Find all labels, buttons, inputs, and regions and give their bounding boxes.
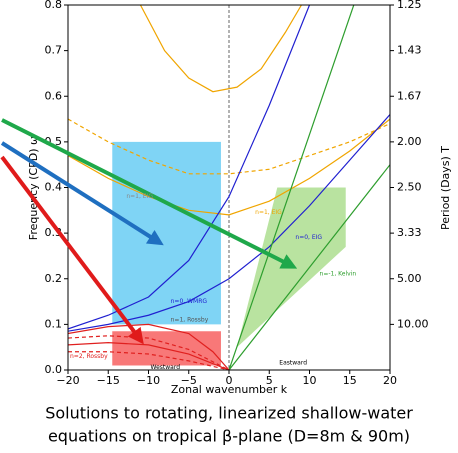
annotation: n=0, EIG (295, 234, 322, 241)
y2-tick-label: 2.00 (397, 135, 422, 148)
y-tick-label: 0.6 (45, 89, 63, 102)
annotation: n=-1, Kelvin (320, 271, 357, 278)
y-tick-label: 0.4 (45, 181, 63, 194)
x-tick-label: 0 (226, 374, 233, 387)
y-tick-label: 0.1 (45, 317, 63, 330)
series-line (68, 114, 390, 332)
x-tick-label: −5 (181, 374, 197, 387)
series-line (68, 351, 230, 370)
series-line (68, 342, 230, 370)
title-line: equations on tropical β-plane (D=8m & 90… (48, 427, 410, 446)
y2-tick-label: 5.00 (397, 272, 422, 285)
region (112, 141, 221, 325)
x-tick-label: −10 (137, 374, 160, 387)
arrow (0, 141, 164, 246)
x-tick-label: −20 (56, 374, 79, 387)
y-axis-label: Frequency (CPD) ω (27, 136, 40, 240)
x-tick-label: 5 (266, 374, 273, 387)
series-line (68, 335, 230, 370)
series-line (228, 164, 390, 370)
y2-tick-label: 1.43 (397, 44, 422, 57)
y2-tick-label: 1.67 (397, 89, 422, 102)
lines (68, 5, 390, 370)
y-tick-label: 0.7 (45, 44, 63, 57)
y2-tick-label: 2.50 (397, 181, 422, 194)
y2-axis-label: Period (Days) T (439, 146, 452, 230)
x-axis-label: Zonal wavenumber k (171, 383, 288, 396)
y-tick-label: 0.2 (45, 272, 63, 285)
series-line (228, 5, 355, 370)
y2-tick-label: 3.33 (397, 226, 422, 239)
region (237, 187, 346, 348)
series-line (139, 5, 302, 93)
y2-tick-label: 10.00 (397, 317, 429, 330)
annotation: n=1, Rossby (171, 316, 209, 323)
title-line: Solutions to rotating, linearized shallo… (45, 404, 413, 423)
ticks: −20 −15 −10 −5 0 5 10 15 200.00.10.20.30.40.50.6… (45, 0, 429, 387)
annotation: Eastward (279, 360, 307, 367)
annotation: n=1, EIG (126, 193, 153, 200)
series-line (68, 323, 230, 370)
series-line (68, 118, 390, 216)
series-line (68, 5, 311, 330)
arrow (0, 155, 144, 345)
annotation: Westward (151, 364, 181, 371)
x-tick-label: −15 (97, 374, 120, 387)
x-tick-label: 10 (303, 374, 317, 387)
y-tick-label: 0.0 (45, 363, 63, 376)
annotation: n=0, WMRG (171, 298, 208, 305)
x-tick-label: 20 (383, 374, 397, 387)
y-tick-label: 0.8 (45, 0, 63, 11)
annotation: n=1, EIG (255, 209, 282, 216)
annotation: n=2, Rossby (70, 353, 108, 360)
x-tick-label: 15 (343, 374, 357, 387)
y2-tick-label: 1.25 (397, 0, 422, 11)
arrow (1, 118, 298, 269)
